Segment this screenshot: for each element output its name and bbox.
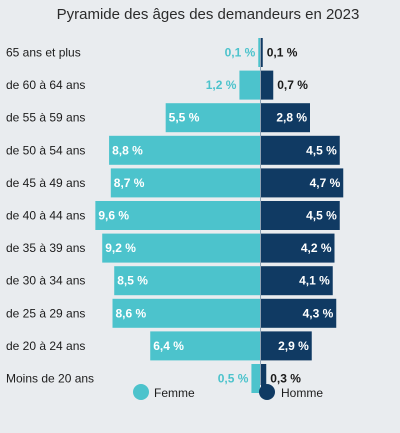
data-label-homme: 4,1 %: [299, 274, 330, 288]
data-label-femme: 6,4 %: [153, 339, 184, 353]
category-label: de 20 à 24 ans: [6, 339, 85, 353]
bar-homme: [261, 298, 337, 328]
bar-femme: [239, 70, 260, 100]
bar-femme: [165, 103, 260, 133]
data-label-femme: 0,5 %: [218, 372, 249, 386]
data-label-femme: 9,6 %: [98, 209, 129, 223]
data-label-homme: 4,5 %: [306, 143, 337, 157]
legend-homme-marker: [259, 384, 275, 400]
bar-homme: [261, 38, 263, 67]
category-label: de 40 à 44 ans: [6, 209, 85, 223]
bar-homme: [261, 364, 267, 393]
data-label-homme: 2,9 %: [278, 339, 309, 353]
legend-femme-label: Femme: [154, 386, 195, 400]
category-label: de 30 à 34 ans: [6, 274, 85, 288]
chart-title: Pyramide des âges des demandeurs en 2023: [57, 6, 360, 23]
bar-homme: [261, 266, 333, 296]
data-label-homme: 4,7 %: [310, 176, 341, 190]
bar-homme: [261, 331, 312, 361]
legend: Femme Homme: [133, 384, 323, 400]
category-label: de 25 à 29 ans: [6, 306, 85, 320]
bar-femme: [150, 331, 260, 361]
category-label: 65 ans et plus: [6, 46, 81, 60]
bar-femme: [109, 135, 260, 165]
data-label-homme: 4,2 %: [301, 241, 332, 255]
data-label-homme: 0,3 %: [270, 372, 301, 386]
category-label: Moins de 20 ans: [6, 372, 94, 386]
bar-homme: [261, 233, 335, 263]
category-label: de 55 à 59 ans: [6, 111, 85, 125]
category-label: de 35 à 39 ans: [6, 241, 85, 255]
data-label-femme: 0,1 %: [225, 46, 256, 60]
bar-femme: [102, 233, 260, 263]
bar-femme: [112, 298, 260, 328]
bar-homme: [261, 135, 340, 165]
data-label-homme: 4,3 %: [303, 306, 334, 320]
category-label: de 50 à 54 ans: [6, 143, 85, 157]
legend-femme-marker: [133, 384, 149, 400]
data-label-femme: 5,5 %: [169, 111, 200, 125]
bar-homme: [261, 70, 274, 100]
bar-femme: [95, 201, 260, 230]
data-label-homme: 0,7 %: [277, 78, 308, 92]
data-label-homme: 2,8 %: [276, 111, 307, 125]
category-label: de 60 à 64 ans: [6, 78, 85, 92]
data-label-femme: 9,2 %: [105, 241, 136, 255]
bar-femme: [251, 364, 260, 393]
bar-homme: [261, 201, 340, 230]
data-label-femme: 8,7 %: [114, 176, 145, 190]
legend-homme-label: Homme: [281, 386, 323, 400]
bar-homme: [261, 168, 344, 198]
data-label-femme: 8,8 %: [112, 143, 143, 157]
data-label-homme: 4,5 %: [306, 209, 337, 223]
bar-femme: [258, 38, 260, 67]
data-label-femme: 8,5 %: [117, 274, 148, 288]
category-label: de 45 à 49 ans: [6, 176, 85, 190]
bars-group: 65 ans et plus 0,1 % 0,1 % de 60 à 64 ans 1,…: [6, 38, 344, 393]
bar-femme: [110, 168, 260, 198]
bar-femme: [114, 266, 260, 296]
data-label-homme: 0,1 %: [267, 46, 298, 60]
data-label-femme: 1,2 %: [206, 78, 237, 92]
data-label-femme: 8,6 %: [116, 306, 147, 320]
bar-homme: [261, 103, 310, 133]
